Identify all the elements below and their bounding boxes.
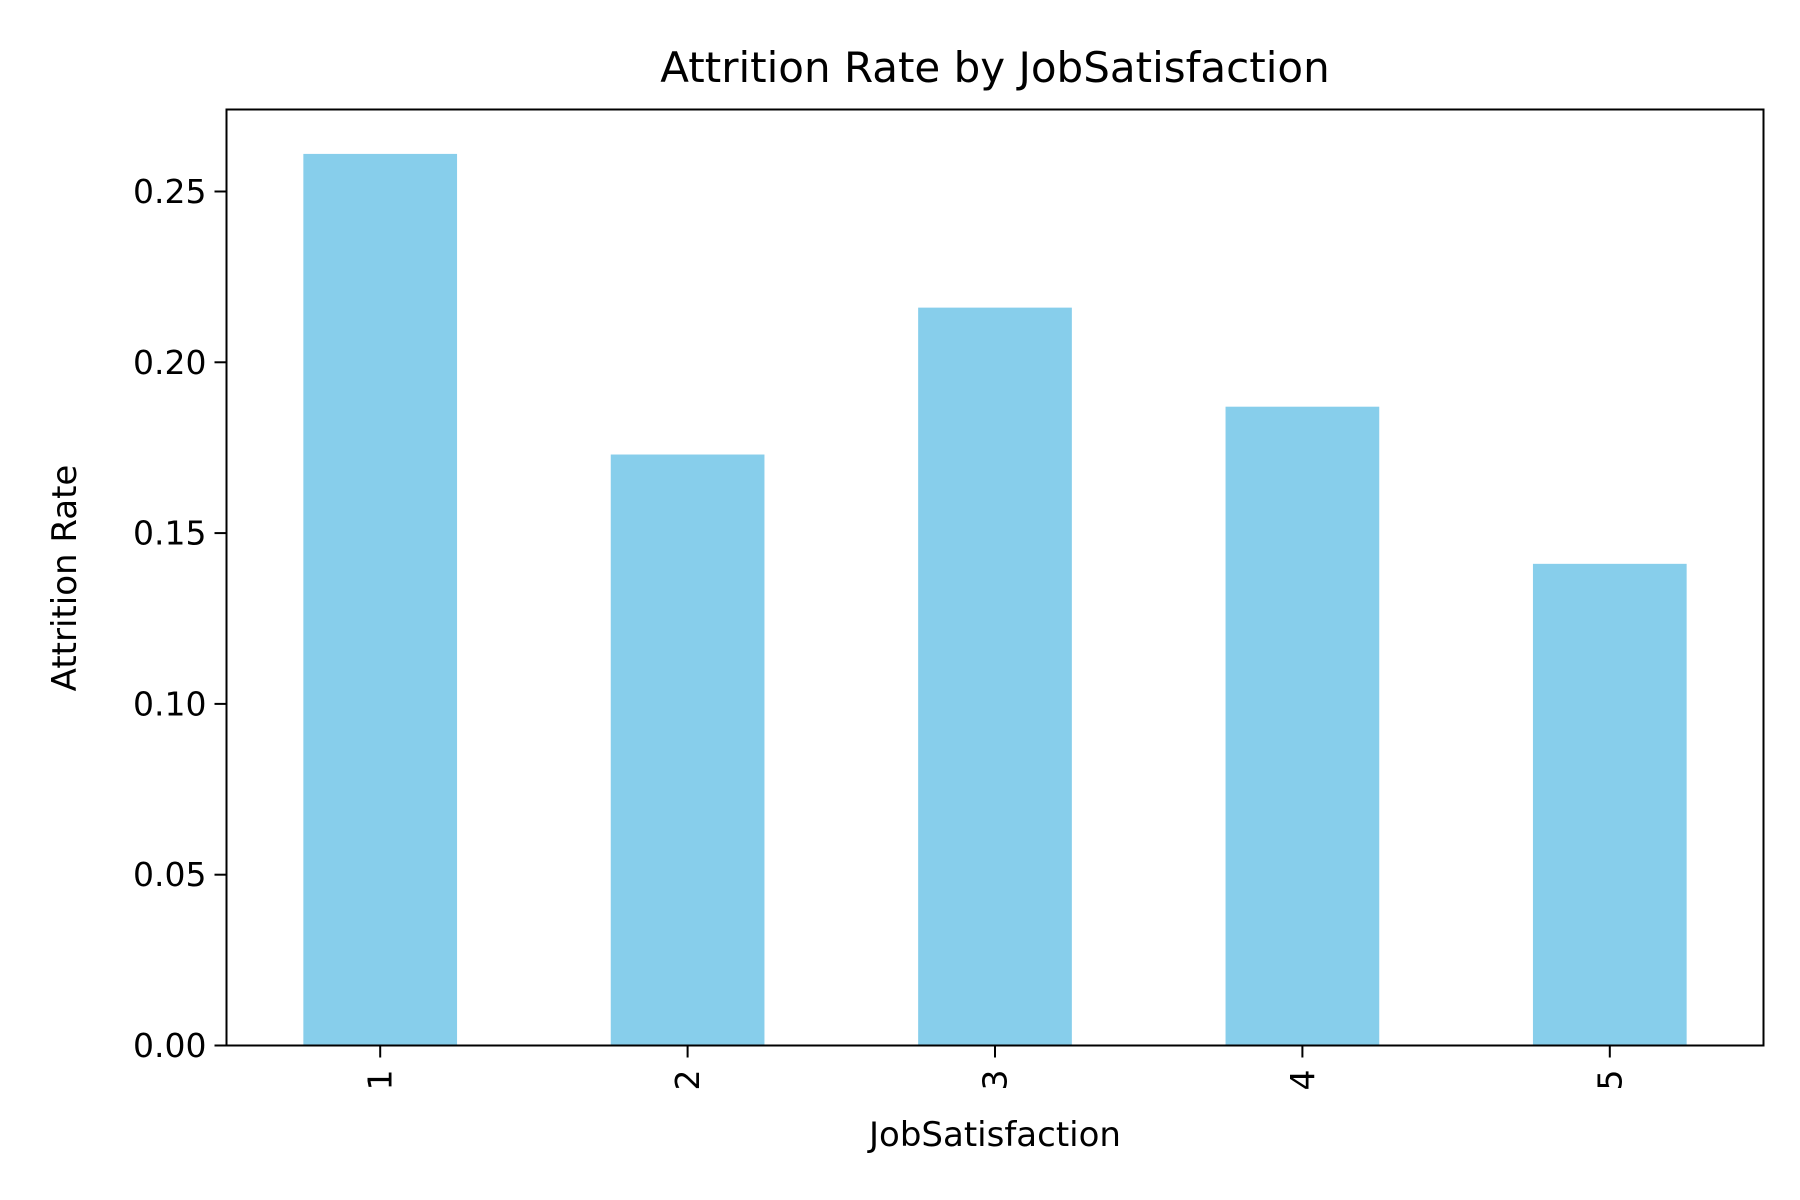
- x-axis-label: JobSatisfaction: [867, 1115, 1121, 1155]
- chart-title: Attrition Rate by JobSatisfaction: [660, 43, 1329, 92]
- x-tick-label-4: 4: [1283, 1070, 1322, 1091]
- y-tick-label-0.25: 0.25: [133, 172, 206, 211]
- bar-4: [1225, 406, 1380, 1046]
- y-tick-label-0.15: 0.15: [133, 514, 206, 553]
- x-tick-label-5: 5: [1590, 1070, 1629, 1091]
- bar-5: [1532, 563, 1687, 1046]
- x-axis-ticks: 1 2 3 4 5: [361, 1045, 1629, 1091]
- y-tick-label-0.05: 0.05: [133, 855, 206, 894]
- y-tick-label-0.10: 0.10: [133, 684, 206, 723]
- x-tick-label-3: 3: [976, 1070, 1015, 1091]
- bar-3: [918, 307, 1072, 1046]
- bar-group: [303, 153, 1687, 1046]
- plot-frame: [225, 108, 1765, 1047]
- y-tick-label-0.00: 0.00: [133, 1026, 206, 1065]
- x-tick-label-1: 1: [361, 1070, 400, 1091]
- bar-1: [303, 153, 458, 1046]
- x-tick-label-2: 2: [668, 1070, 707, 1091]
- bar-2: [610, 454, 765, 1046]
- y-axis-label: Attrition Rate: [45, 465, 85, 692]
- y-axis-ticks: 0.00 0.05 0.10 0.15 0.20 0.25: [133, 172, 227, 1065]
- y-tick-label-0.20: 0.20: [133, 343, 206, 382]
